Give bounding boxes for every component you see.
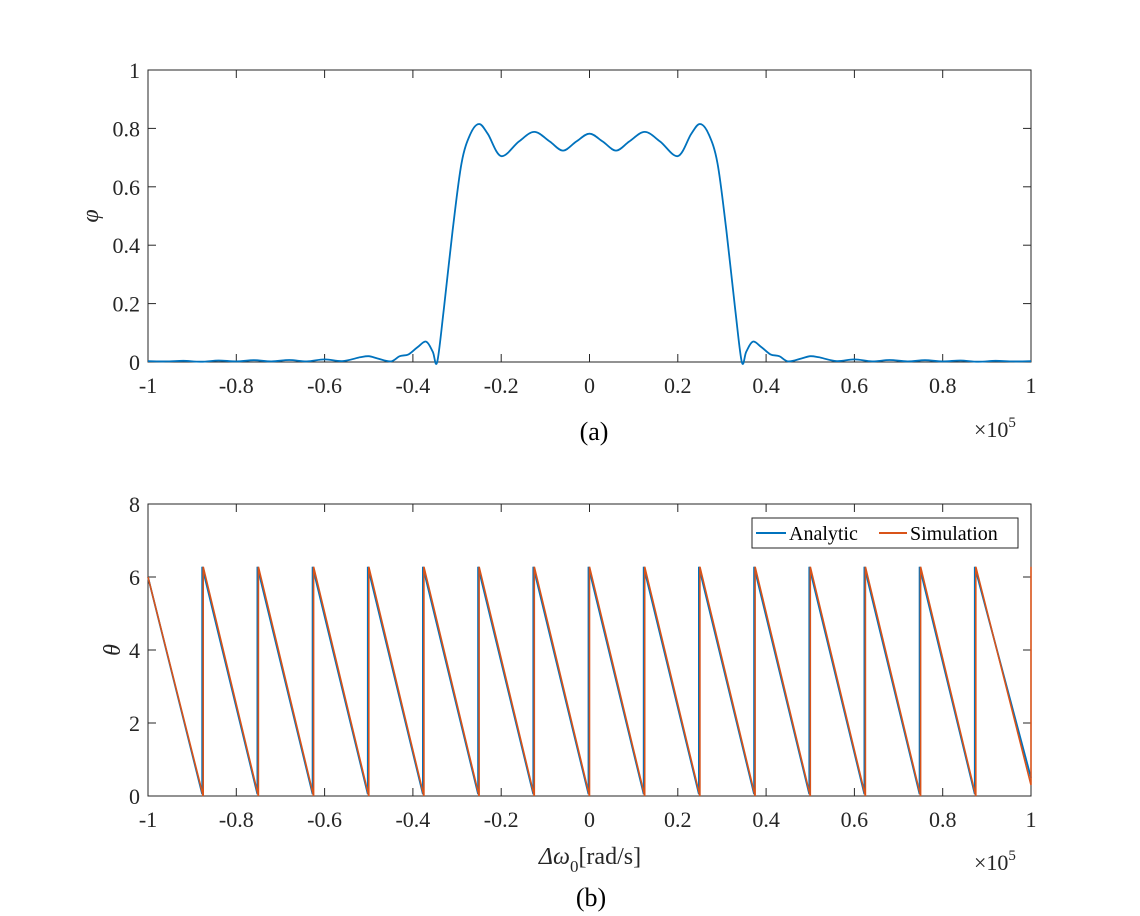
x-tick-label-a-5: 0: [584, 373, 595, 398]
x-tick-label-a-2: -0.6: [307, 373, 342, 398]
x-multiplier-b: ×105: [974, 848, 1016, 875]
y-tick-label-a-4: 0.8: [113, 116, 141, 141]
x-tick-label-b-5: 0: [584, 807, 595, 832]
x-tick-label-a-4: -0.2: [484, 373, 519, 398]
y-axis-label-phi: φ: [78, 209, 104, 222]
y-tick-label-b-2: 4: [129, 638, 140, 663]
x-tick-label-b-6: 0.2: [664, 807, 692, 832]
x-tick-label-b-4: -0.2: [484, 807, 519, 832]
panel-b: 0 2 4 6 8 -1 -0.8 -0.6 -0.4 -0.2 0 0.2 0.4 0.6 0.8 1 A…: [100, 492, 1037, 912]
y-tick-label-a-1: 0.2: [113, 292, 141, 317]
x-tick-label-b-7: 0.4: [752, 807, 780, 832]
x-tick-label-b-9: 0.8: [929, 807, 957, 832]
panel-a: 0 0.2 0.4 0.6 0.8 1 -1 -0.8 -0.6 -0.4 -0.2 0 0.2 0.4…: [78, 58, 1037, 446]
x-axis-label: Δω0[rad/s]: [538, 844, 641, 876]
x-tick-label-a-8: 0.6: [841, 373, 869, 398]
panel-label-b: (b): [576, 883, 606, 912]
y-tick-label-a-5: 1: [129, 58, 140, 83]
y-tick-label-b-4: 8: [129, 492, 140, 517]
y-tick-label-b-0: 0: [129, 784, 140, 809]
y-tick-label-a-2: 0.4: [113, 233, 141, 258]
legend-label-analytic: Analytic: [789, 523, 858, 545]
y-tick-label-a-3: 0.6: [113, 175, 141, 200]
legend-label-simulation: Simulation: [910, 523, 998, 545]
legend: Analytic Simulation: [751, 517, 1019, 549]
phi-series-line: [147, 123, 1032, 365]
x-multiplier-a: ×105: [974, 415, 1016, 442]
x-tick-label-a-6: 0.2: [664, 373, 692, 398]
x-tick-label-a-9: 0.8: [929, 373, 957, 398]
x-tick-label-a-7: 0.4: [752, 373, 780, 398]
x-tick-label-b-1: -0.8: [219, 807, 254, 832]
x-tick-label-a-0: -1: [139, 373, 157, 398]
simulation-series-line: [147, 566, 1032, 797]
x-tick-label-b-3: -0.4: [395, 807, 430, 832]
x-tick-label-b-2: -0.6: [307, 807, 342, 832]
y-tick-label-b-1: 2: [129, 711, 140, 736]
panel-label-a: (a): [580, 417, 609, 446]
analytic-series-line: [147, 566, 1032, 795]
x-tick-label-b-8: 0.6: [841, 807, 869, 832]
x-tick-label-a-3: -0.4: [395, 373, 430, 398]
plot-area-a: [147, 69, 1032, 363]
y-tick-label-a-0: 0: [129, 350, 140, 375]
x-tick-label-b-0: -1: [139, 807, 157, 832]
x-tick-label-a-10: 1: [1026, 373, 1037, 398]
y-axis-label-theta: θ: [100, 644, 126, 656]
y-tick-label-b-3: 6: [129, 565, 140, 590]
x-tick-label-b-10: 1: [1026, 807, 1037, 832]
x-tick-label-a-1: -0.8: [219, 373, 254, 398]
